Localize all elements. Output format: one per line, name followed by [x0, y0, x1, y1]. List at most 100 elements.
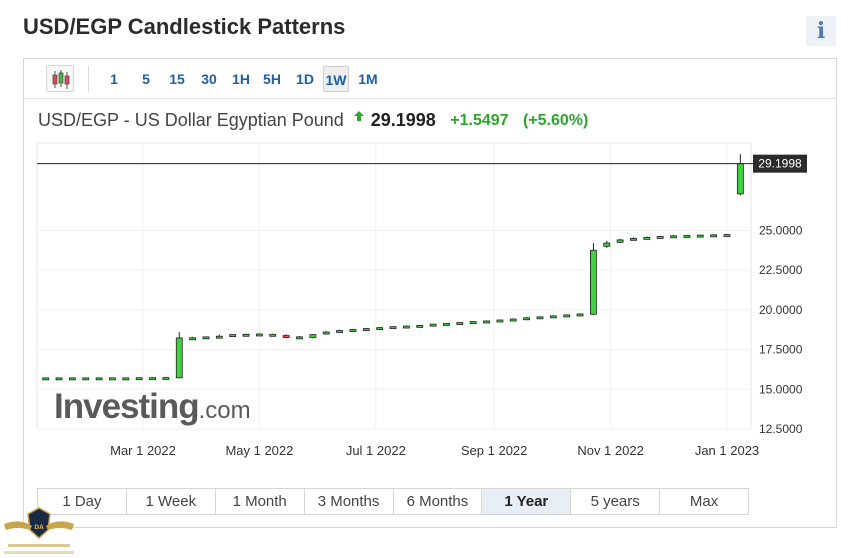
- candle-body: [469, 321, 477, 324]
- interval-30[interactable]: 30: [201, 71, 217, 87]
- candle-body: [416, 325, 424, 328]
- candle-body: [95, 377, 103, 381]
- candle-body: [202, 336, 210, 340]
- interval-1d[interactable]: 1D: [296, 71, 314, 87]
- candle-body: [122, 377, 130, 381]
- candle-body: [683, 235, 691, 238]
- candle-body: [536, 316, 544, 320]
- interval-1m[interactable]: 1M: [358, 71, 378, 87]
- candle-body: [603, 242, 611, 247]
- chart-widget: 1 5 15 30 1H 5H 1D 1W 1M USD/EGP - US Dollar Egy…: [23, 58, 837, 528]
- candle-body: [309, 334, 317, 338]
- candle-body: [376, 327, 384, 331]
- candle-body: [429, 323, 437, 327]
- candle-body: [269, 333, 277, 337]
- x-tick-label: Sep 1 2022: [461, 443, 528, 458]
- candle-body: [576, 313, 584, 317]
- candle-body: [389, 326, 397, 330]
- candle-body: [590, 249, 597, 315]
- y-tick-label: 22.5000: [759, 263, 803, 277]
- range-6-months[interactable]: 6 Months: [394, 489, 483, 514]
- interval-15[interactable]: 15: [169, 71, 185, 87]
- candlestick-icon: [52, 70, 70, 89]
- last-price-label: 29.1998: [758, 157, 802, 171]
- candle-body: [135, 377, 143, 381]
- candle-body: [242, 333, 250, 337]
- candle-body: [215, 335, 223, 339]
- price-change-percent: (+5.60%): [522, 111, 589, 129]
- interval-5[interactable]: 5: [142, 71, 150, 87]
- candle-body: [322, 331, 330, 335]
- info-icon[interactable]: i: [806, 16, 836, 46]
- quote-header: USD/EGP - US Dollar Egyptian Pound 29.19…: [38, 110, 588, 134]
- watermark-suffix: .com: [198, 397, 251, 424]
- candle-body: [483, 320, 490, 324]
- candle-body: [523, 317, 531, 321]
- interval-1[interactable]: 1: [110, 71, 118, 87]
- y-tick-label: 25.0000: [759, 223, 803, 237]
- interval-1h[interactable]: 1H: [232, 71, 250, 87]
- range-1-month[interactable]: 1 Month: [216, 489, 305, 514]
- candle-body: [68, 377, 76, 381]
- arab-defense-logo: DA: [4, 507, 74, 554]
- interval-5h[interactable]: 5H: [263, 71, 281, 87]
- candle-body: [456, 322, 464, 325]
- candle-body: [549, 315, 557, 319]
- x-tick-label: Nov 1 2022: [577, 443, 644, 458]
- candle-body: [229, 334, 237, 338]
- y-tick-label: 20.0000: [759, 303, 803, 317]
- candle-body: [349, 329, 357, 332]
- candle-body: [509, 318, 517, 322]
- x-tick-label: May 1 2022: [225, 443, 293, 458]
- candle-body: [496, 319, 504, 323]
- range-1-year[interactable]: 1 Year: [482, 489, 572, 514]
- last-price: 29.1998: [370, 110, 436, 130]
- candle-body: [362, 328, 370, 331]
- candle-body: [670, 235, 677, 239]
- candle-body: [175, 337, 183, 379]
- last-price-tag: [753, 154, 807, 173]
- instrument-name: USD/EGP - US Dollar Egyptian Pound: [38, 110, 344, 130]
- y-tick-label: 17.5000: [759, 343, 803, 357]
- candle-body: [109, 377, 116, 381]
- candle-body: [630, 237, 637, 241]
- candle-body: [710, 234, 718, 238]
- candle-body: [563, 314, 571, 318]
- plot-area: [36, 142, 752, 430]
- range-3-months[interactable]: 3 Months: [305, 489, 394, 514]
- y-tick-label: 15.0000: [759, 382, 803, 396]
- page-title: USD/EGP Candlestick Patterns: [23, 14, 346, 39]
- candle-body: [656, 236, 664, 239]
- range-1-week[interactable]: 1 Week: [127, 489, 216, 514]
- interval-1w[interactable]: 1W: [323, 66, 349, 92]
- candle-body: [282, 335, 290, 338]
- candle-body: [402, 325, 410, 329]
- candle-body: [616, 239, 624, 243]
- candle-body: [189, 337, 197, 341]
- candle-body: [443, 323, 450, 326]
- range-max[interactable]: Max: [689, 493, 719, 510]
- x-tick-label: Jul 1 2022: [346, 443, 406, 458]
- watermark-brand: Investing: [54, 387, 200, 426]
- chart-toolbar: 1 5 15 30 1H 5H 1D 1W 1M: [24, 59, 836, 99]
- candle-body: [723, 234, 731, 237]
- candle-body: [643, 236, 651, 240]
- y-tick-label: 12.5000: [759, 422, 803, 436]
- svg-text:DA: DA: [34, 524, 44, 531]
- candlestick-type-button[interactable]: [46, 65, 74, 92]
- candle-body: [82, 377, 90, 381]
- time-range-selector: 1 Day 1 Week 1 Month 3 Months 6 Months 1 Year…: [37, 488, 749, 515]
- candle-body: [336, 330, 343, 333]
- price-change: +1.5497: [450, 111, 509, 129]
- candle-body: [736, 163, 744, 195]
- candle-body: [696, 234, 704, 238]
- range-5-years[interactable]: 5 years: [571, 489, 661, 514]
- investing-watermark: Investing.com: [54, 387, 251, 427]
- candlestick-chart[interactable]: Mar 1 2022 May 1 2022 Jul 1 2022 Sep 1 2022…: [24, 59, 836, 479]
- toolbar-divider: [88, 66, 89, 92]
- range-1-day[interactable]: 1 Day: [38, 489, 127, 514]
- candle-body: [149, 377, 156, 381]
- candle-body: [162, 377, 170, 380]
- x-tick-label: Mar 1 2022: [110, 443, 176, 458]
- candle-body: [42, 377, 50, 381]
